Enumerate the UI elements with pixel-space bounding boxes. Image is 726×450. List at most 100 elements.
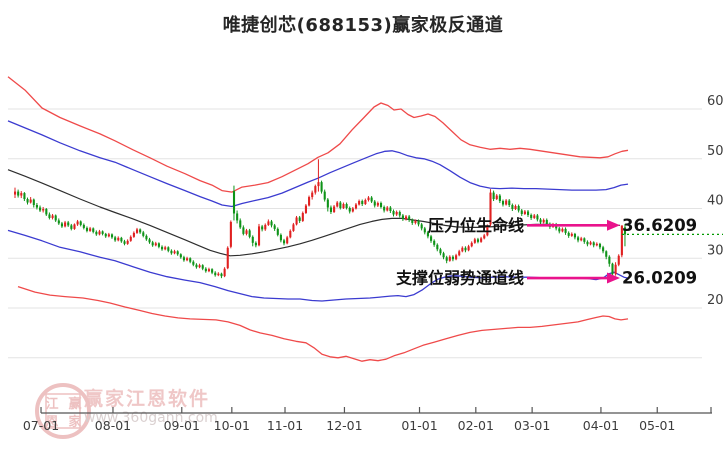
candle xyxy=(292,222,295,232)
x-axis-label: 01-01 xyxy=(401,418,437,433)
candle-body xyxy=(26,199,29,203)
candle xyxy=(214,271,217,277)
candle-body xyxy=(207,269,211,272)
candle-body xyxy=(114,237,117,241)
watermark-logo-char: 恩 xyxy=(45,415,58,430)
candle-body xyxy=(92,228,95,232)
candle-body xyxy=(98,231,101,235)
watermark-logo-char: 江 xyxy=(45,396,58,412)
candle-body xyxy=(333,206,336,212)
candle-body xyxy=(245,230,248,234)
y-axis-label: 30 xyxy=(707,243,724,258)
candle-body xyxy=(542,219,545,223)
candle-body xyxy=(314,186,317,193)
candle xyxy=(448,255,451,262)
candle xyxy=(304,204,308,214)
candle-body xyxy=(17,191,20,196)
x-axis-label: 05-01 xyxy=(639,418,675,433)
candle-body xyxy=(51,215,54,218)
candle-body xyxy=(505,200,508,205)
candle xyxy=(186,256,189,262)
candle xyxy=(276,227,279,237)
annotation-label: 支撑位弱势通道线 xyxy=(395,269,524,288)
candle-body xyxy=(414,220,417,223)
candle xyxy=(317,159,320,192)
candle xyxy=(204,267,207,273)
candle-body xyxy=(167,247,170,251)
candle-body xyxy=(589,242,592,245)
candle-body xyxy=(364,200,367,205)
candle xyxy=(54,214,57,222)
candle-body xyxy=(301,212,304,221)
candle xyxy=(236,210,239,224)
candle xyxy=(145,234,148,241)
watermark-logo-char: 赢 xyxy=(68,396,81,412)
candle-body xyxy=(417,220,420,225)
candle xyxy=(376,201,379,208)
candle-body xyxy=(89,228,92,231)
channel-line-lower-extreme-red xyxy=(17,285,629,362)
candle xyxy=(207,267,211,273)
candle-body xyxy=(495,195,498,200)
candle-body xyxy=(320,182,323,192)
candle xyxy=(414,219,417,225)
candle xyxy=(489,189,492,227)
candle xyxy=(286,235,289,245)
candle xyxy=(345,202,348,210)
candle-body xyxy=(79,221,82,225)
candle xyxy=(617,254,620,267)
candle xyxy=(398,210,401,218)
candle xyxy=(154,241,157,247)
candle-body xyxy=(458,251,461,256)
candle-body xyxy=(204,268,207,272)
candle-body xyxy=(498,195,501,202)
candle-body xyxy=(492,192,495,200)
watermark-logo-char: 家 xyxy=(68,414,82,430)
candle-body xyxy=(430,236,433,241)
candle xyxy=(29,197,32,204)
candle-body xyxy=(405,216,408,219)
candle-body xyxy=(520,210,523,214)
candle-body xyxy=(395,211,398,215)
candle xyxy=(176,250,179,256)
candle-body xyxy=(226,247,229,269)
candle-body xyxy=(129,236,132,241)
candle xyxy=(220,272,223,279)
candle-body xyxy=(201,265,204,269)
candle xyxy=(586,240,589,247)
candle xyxy=(73,223,76,230)
candle xyxy=(508,199,511,208)
candle xyxy=(473,237,476,244)
candle-body xyxy=(561,228,564,232)
candle xyxy=(201,264,204,271)
candle xyxy=(389,206,392,213)
candle-body xyxy=(110,234,114,238)
candle xyxy=(517,204,520,213)
candle xyxy=(411,218,414,225)
candle-body xyxy=(573,233,577,238)
candle xyxy=(530,213,533,220)
candle-body xyxy=(239,220,242,228)
candle xyxy=(433,239,436,247)
candle-body xyxy=(304,205,308,213)
candle-body xyxy=(76,221,79,225)
candle-body xyxy=(326,199,329,208)
y-axis: 60 50 40 30 20 xyxy=(707,94,724,308)
candle-body xyxy=(139,229,142,233)
candle xyxy=(520,208,523,216)
candle-body xyxy=(308,197,311,206)
candle xyxy=(101,230,104,236)
chart-title: 唯捷创芯(688153)赢家极反通道 xyxy=(222,15,504,36)
candle xyxy=(117,236,120,242)
candle-body xyxy=(451,256,455,260)
candle xyxy=(211,268,214,275)
candle xyxy=(283,238,286,246)
annotation-support-weak-channel: 支撑位弱势通道线 26.0209 xyxy=(395,269,697,288)
candle-body xyxy=(608,256,611,264)
candle-body xyxy=(48,214,51,218)
candle xyxy=(223,267,226,278)
annotation-value: 26.0209 xyxy=(622,269,697,288)
candle-body xyxy=(54,215,57,221)
annotation-pressure-lifeline: 压力位生命线 36.6209 xyxy=(428,216,697,235)
candle xyxy=(232,185,236,221)
